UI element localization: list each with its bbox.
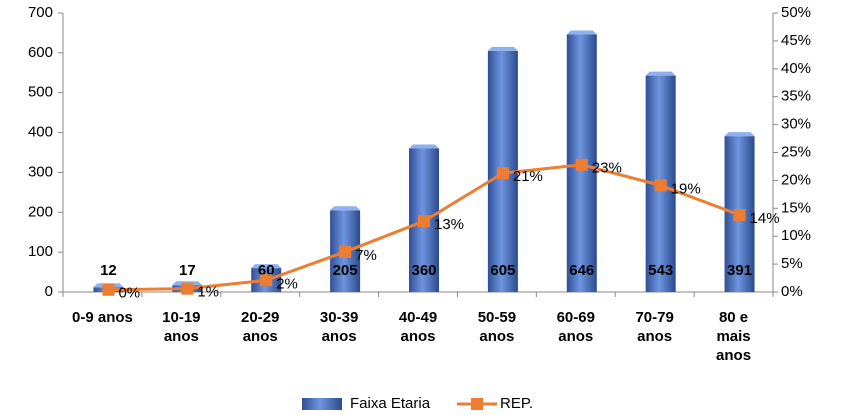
line-value-label: 19%	[671, 180, 701, 197]
y-tick-label: 700	[28, 4, 53, 21]
x-tick-label: 20-29 anos	[241, 309, 280, 345]
y2-tick-label: 5%	[781, 255, 803, 272]
y2-tick-label: 45%	[781, 32, 811, 49]
line-marker	[575, 158, 588, 171]
x-tick-label: 0-9 anos	[72, 309, 133, 326]
bar-value-label: 646	[569, 262, 594, 279]
y2-tick-label: 25%	[781, 143, 811, 160]
line-value-label: 23%	[592, 160, 622, 177]
bar-cap	[330, 206, 361, 211]
bar-cap	[409, 144, 439, 149]
bar-cap	[724, 132, 755, 137]
legend-swatch-marker	[471, 398, 483, 410]
bar-value-label: 17	[179, 262, 196, 279]
line-marker	[339, 245, 352, 258]
line-value-label: 7%	[355, 247, 377, 264]
line-marker	[418, 215, 430, 228]
bar-cap	[645, 71, 676, 76]
bar-cap	[251, 264, 282, 269]
line-marker	[260, 274, 273, 287]
bar-cap	[566, 30, 597, 35]
x-tick-label: 50-59 anos	[477, 309, 517, 345]
bar-value-label: 391	[727, 262, 752, 279]
y2-tick-label: 30%	[781, 116, 811, 133]
legend-label: REP.	[500, 395, 533, 412]
x-tick-label: 70-79 anos	[635, 309, 674, 345]
bar-value-label: 360	[411, 262, 436, 279]
line-value-label: 14%	[750, 210, 780, 227]
x-tick-label: 30-39 anos	[319, 309, 359, 345]
line-value-label: 2%	[276, 275, 298, 292]
line-marker	[654, 179, 667, 192]
line-marker	[496, 167, 509, 180]
x-tick-label: 80 e mais anos	[716, 309, 752, 364]
line-value-label: 21%	[513, 168, 543, 185]
y2-tick-label: 10%	[781, 227, 811, 244]
y2-tick-label: 35%	[781, 88, 811, 105]
line-marker	[102, 283, 115, 296]
legend-swatch	[302, 398, 342, 410]
x-tick-label: 40-49 anos	[398, 309, 438, 345]
line-value-label: 13%	[434, 216, 464, 233]
y-tick-label: 300	[28, 163, 53, 180]
y2-tick-label: 40%	[781, 60, 811, 77]
bar-cap	[487, 46, 518, 51]
y-tick-label: 200	[28, 203, 53, 220]
x-tick-label: 60-69 anos	[556, 309, 595, 345]
y-tick-label: 500	[28, 84, 53, 101]
y-tick-label: 100	[28, 243, 53, 260]
line-marker	[733, 208, 746, 221]
y-tick-label: 600	[28, 44, 53, 61]
bar-value-label: 12	[100, 262, 117, 279]
legend-label: Faixa Etaria	[350, 395, 431, 412]
y2-tick-label: 20%	[781, 171, 811, 188]
bar-value-label: 205	[333, 262, 358, 279]
x-tick-label: 10-19 anos	[162, 309, 201, 345]
y2-tick-label: 15%	[781, 199, 811, 216]
bar-value-label: 605	[490, 262, 515, 279]
y2-tick-label: 50%	[781, 4, 811, 21]
y-tick-label: 400	[28, 124, 53, 141]
bar-value-label: 543	[648, 262, 673, 279]
line-marker	[181, 282, 194, 295]
y2-tick-label: 0%	[781, 283, 803, 300]
line-value-label: 1%	[197, 284, 219, 301]
y-tick-label: 0	[45, 283, 53, 300]
line-value-label: 0%	[118, 285, 140, 302]
